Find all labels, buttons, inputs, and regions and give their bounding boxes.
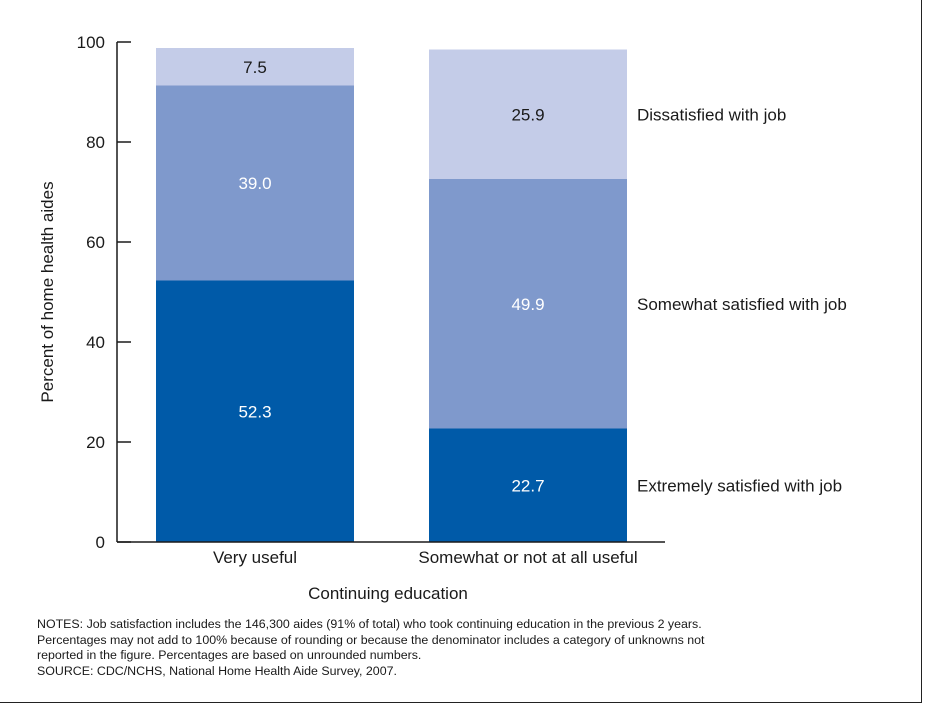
y-tick-label: 60 (86, 233, 105, 252)
x-tick-label: Very useful (213, 548, 297, 567)
x-axis-label: Continuing education (308, 584, 468, 603)
data-label: 49.9 (511, 295, 544, 314)
data-label: 25.9 (511, 105, 544, 124)
notes-line: NOTES: Job satisfaction includes the 146… (37, 617, 702, 631)
y-tick-label: 0 (96, 533, 105, 552)
legend: Extremely satisfied with job Somewhat sat… (637, 105, 847, 495)
y-tick-label: 20 (86, 433, 105, 452)
bar-segment (156, 48, 354, 86)
bar-segment (156, 280, 354, 542)
data-label: 39.0 (238, 174, 271, 193)
y-tick-label: 80 (86, 133, 105, 152)
y-axis: 0 20 40 60 80 100 (77, 33, 131, 552)
bars: 52.3 39.0 7.5 22.7 49.9 25.9 (156, 48, 627, 542)
legend-entry: Somewhat satisfied with job (637, 295, 847, 314)
y-tick-label: 100 (77, 33, 105, 52)
notes: NOTES: Job satisfaction includes the 146… (37, 617, 917, 679)
y-tick-label: 40 (86, 333, 105, 352)
bar-segment (429, 179, 627, 429)
bar-segment (429, 428, 627, 542)
data-label: 52.3 (238, 402, 271, 421)
legend-entry: Extremely satisfied with job (637, 476, 842, 495)
y-axis-label: Percent of home health aides (38, 181, 57, 402)
x-tick-label: Somewhat or not at all useful (418, 548, 637, 567)
source-line: SOURCE: CDC/NCHS, National Home Health A… (37, 663, 397, 678)
notes-line: reported in the figure. Percentages are … (37, 648, 422, 662)
bar-segment (429, 49, 627, 179)
notes-line: Percentages may not add to 100% because … (37, 632, 705, 647)
x-axis: Very useful Somewhat or not at all useful (117, 541, 665, 567)
bar-segment (156, 85, 354, 281)
legend-entry: Dissatisfied with job (637, 105, 786, 124)
data-label: 22.7 (511, 476, 544, 495)
data-label: 7.5 (243, 58, 267, 77)
stacked-bar-chart: 0 20 40 60 80 100 52.3 39.0 7.5 22.7 49.9 25.9 Ver… (38, 33, 847, 603)
